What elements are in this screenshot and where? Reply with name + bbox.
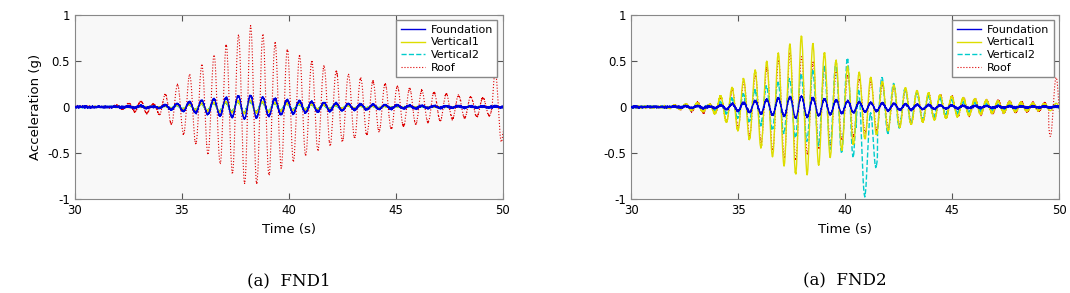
Foundation: [153, 105, 166, 109]
Roof: [250, 179, 263, 183]
Foundation: [795, 94, 808, 98]
Text: (a)  FND2: (a) FND2: [804, 272, 887, 289]
Vertical2: [1053, 106, 1066, 109]
Vertical2: [250, 109, 263, 112]
Vertical1: [239, 112, 251, 115]
Vertical1: [128, 105, 141, 109]
Vertical1: [256, 100, 269, 103]
Text: (a)  FND1: (a) FND1: [247, 272, 331, 289]
Vertical1: [795, 34, 808, 38]
Line: Vertical1: Vertical1: [631, 36, 1059, 175]
Foundation: [1053, 106, 1066, 110]
Vertical2: [128, 105, 141, 108]
Roof: [790, 159, 802, 162]
Foundation: [360, 107, 372, 110]
Foundation: [250, 115, 263, 118]
Vertical1: [685, 108, 698, 111]
Roof: [496, 130, 509, 134]
Vertical1: [1053, 106, 1066, 109]
Vertical1: [284, 106, 296, 110]
Vertical1: [250, 111, 263, 114]
Foundation: [812, 114, 825, 118]
Roof: [250, 183, 263, 186]
Foundation: [790, 117, 802, 120]
Foundation: [256, 96, 269, 100]
Roof: [783, 51, 796, 54]
Y-axis label: Acceleration (g): Acceleration (g): [29, 54, 42, 160]
Line: Foundation: Foundation: [75, 95, 503, 119]
Line: Roof: Roof: [631, 52, 1059, 161]
Vertical1: [625, 105, 638, 109]
Vertical2: [625, 105, 638, 108]
Vertical1: [916, 120, 929, 124]
Vertical1: [709, 109, 722, 113]
Line: Vertical2: Vertical2: [75, 101, 503, 113]
Roof: [807, 63, 820, 67]
Roof: [153, 112, 166, 115]
Vertical1: [496, 105, 509, 109]
Roof: [284, 105, 296, 108]
Vertical2: [68, 105, 81, 109]
Legend: Foundation, Vertical1, Vertical2, Roof: Foundation, Vertical1, Vertical2, Roof: [952, 20, 1054, 77]
Roof: [128, 110, 141, 114]
Vertical1: [360, 106, 372, 109]
Foundation: [840, 100, 853, 104]
Foundation: [496, 105, 509, 108]
Vertical2: [284, 106, 296, 110]
Foundation: [916, 107, 929, 111]
Foundation: [244, 93, 257, 97]
Vertical2: [238, 111, 250, 115]
Vertical2: [153, 105, 166, 109]
Vertical2: [841, 57, 854, 61]
Roof: [812, 145, 825, 148]
Roof: [256, 42, 269, 45]
X-axis label: Time (s): Time (s): [262, 223, 316, 236]
Foundation: [284, 105, 296, 109]
Vertical1: [800, 173, 813, 177]
Roof: [916, 120, 929, 123]
Vertical1: [68, 105, 81, 109]
Vertical2: [360, 106, 372, 109]
Vertical1: [807, 47, 820, 51]
Foundation: [128, 106, 141, 109]
Roof: [1053, 110, 1066, 113]
Vertical2: [916, 118, 929, 121]
Vertical2: [807, 72, 820, 75]
Line: Vertical1: Vertical1: [75, 100, 503, 114]
Roof: [709, 110, 722, 114]
Roof: [625, 105, 638, 108]
Vertical2: [685, 107, 698, 110]
Roof: [68, 106, 81, 109]
Foundation: [238, 117, 250, 121]
Vertical2: [840, 62, 853, 65]
Legend: Foundation, Vertical1, Vertical2, Roof: Foundation, Vertical1, Vertical2, Roof: [396, 20, 498, 77]
Roof: [840, 79, 853, 83]
Line: Foundation: Foundation: [631, 96, 1059, 118]
Roof: [360, 131, 372, 135]
Line: Vertical2: Vertical2: [631, 59, 1059, 197]
Foundation: [807, 96, 820, 100]
Vertical1: [244, 98, 257, 102]
Vertical2: [858, 195, 871, 199]
Roof: [244, 24, 257, 28]
Roof: [685, 111, 698, 114]
Vertical2: [256, 100, 269, 104]
Vertical1: [840, 69, 853, 72]
Vertical1: [153, 106, 166, 109]
Vertical2: [496, 105, 509, 109]
Foundation: [709, 107, 722, 110]
X-axis label: Time (s): Time (s): [819, 223, 872, 236]
Vertical2: [709, 108, 722, 111]
Foundation: [625, 105, 638, 109]
Line: Roof: Roof: [75, 26, 503, 184]
Vertical2: [812, 143, 825, 146]
Foundation: [68, 105, 81, 109]
Vertical1: [812, 163, 825, 166]
Vertical2: [231, 100, 244, 103]
Foundation: [685, 105, 698, 109]
